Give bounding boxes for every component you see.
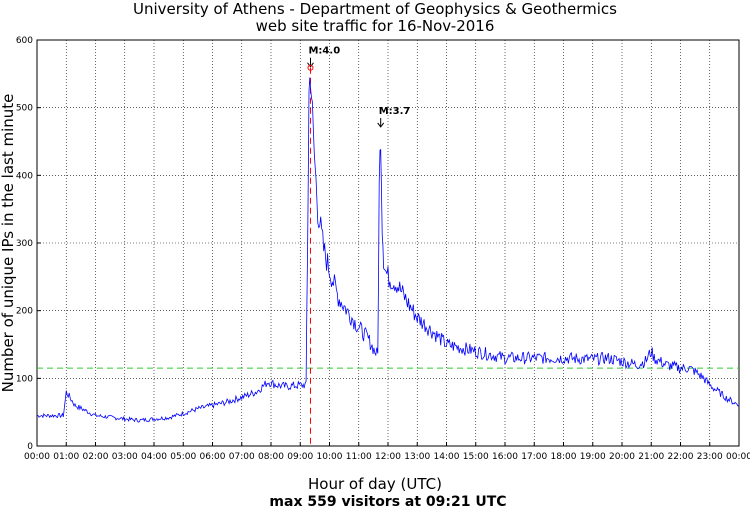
- y-axis-ticks: 0 100 200 300 400 500 600: [16, 36, 41, 452]
- y-tick-label: 500: [16, 104, 33, 114]
- quake-label: M:4.0: [308, 46, 340, 57]
- grid-lines: [37, 40, 739, 446]
- x-tick-label: 06:00: [200, 452, 226, 462]
- x-tick-label: 07:00: [229, 452, 255, 462]
- x-tick-label: 03:00: [112, 452, 138, 462]
- quake-arrow-head: [307, 62, 314, 68]
- annotations: M:4.0 M:3.7: [307, 46, 411, 128]
- quake-label: M:3.7: [379, 106, 411, 117]
- max-visitors-note: max 559 visitors at 09:21 UTC: [269, 494, 506, 510]
- series-group: [36, 77, 740, 423]
- x-tick-label: 18:00: [551, 452, 577, 462]
- x-tick-label: 13:00: [404, 452, 430, 462]
- x-tick-label: 19:00: [580, 452, 606, 462]
- x-tick-label: 16:00: [492, 452, 518, 462]
- x-tick-label: 17:00: [521, 452, 547, 462]
- reference-lines: [37, 67, 739, 446]
- y-tick-label: 600: [16, 36, 33, 46]
- x-tick-label: 20:00: [609, 452, 635, 462]
- x-tick-label: 09:00: [287, 452, 313, 462]
- y-tick-label: 100: [16, 374, 33, 384]
- x-tick-label: 01:00: [53, 452, 79, 462]
- x-tick-label: 10:00: [317, 452, 343, 462]
- x-tick-label: 11:00: [346, 452, 372, 462]
- x-tick-label: 21:00: [638, 452, 664, 462]
- traffic-series-line: [36, 77, 740, 423]
- x-tick-label: 14:00: [434, 452, 460, 462]
- x-tick-label: 08:00: [258, 452, 284, 462]
- x-axis-label: Hour of day (UTC): [308, 475, 442, 493]
- x-tick-label: 00:00: [726, 452, 750, 462]
- x-tick-label: 02:00: [83, 452, 109, 462]
- x-tick-label: 04:00: [141, 452, 167, 462]
- x-tick-label: 15:00: [463, 452, 489, 462]
- quake-arrow-head: [377, 122, 385, 128]
- x-tick-label: 12:00: [375, 452, 401, 462]
- y-axis-label: Number of unique IPs in the last minute: [0, 94, 17, 393]
- y-tick-label: 200: [16, 307, 33, 317]
- x-tick-label: 05:00: [170, 452, 196, 462]
- chart-title: University of Athens - Department of Geo…: [133, 0, 617, 18]
- chart-subtitle: web site traffic for 16-Nov-2016: [256, 17, 495, 35]
- x-tick-label: 22:00: [668, 452, 694, 462]
- max-point-marker: [307, 64, 314, 71]
- x-axis-ticks: 00:00 01:00 02:00 03:00 04:00 05:00 06:00 07:00…: [24, 442, 750, 462]
- x-tick-label: 00:00: [24, 452, 50, 462]
- x-tick-label: 23:00: [697, 452, 723, 462]
- y-tick-label: 300: [16, 239, 33, 249]
- y-tick-label: 0: [27, 442, 33, 452]
- y-tick-label: 400: [16, 171, 33, 181]
